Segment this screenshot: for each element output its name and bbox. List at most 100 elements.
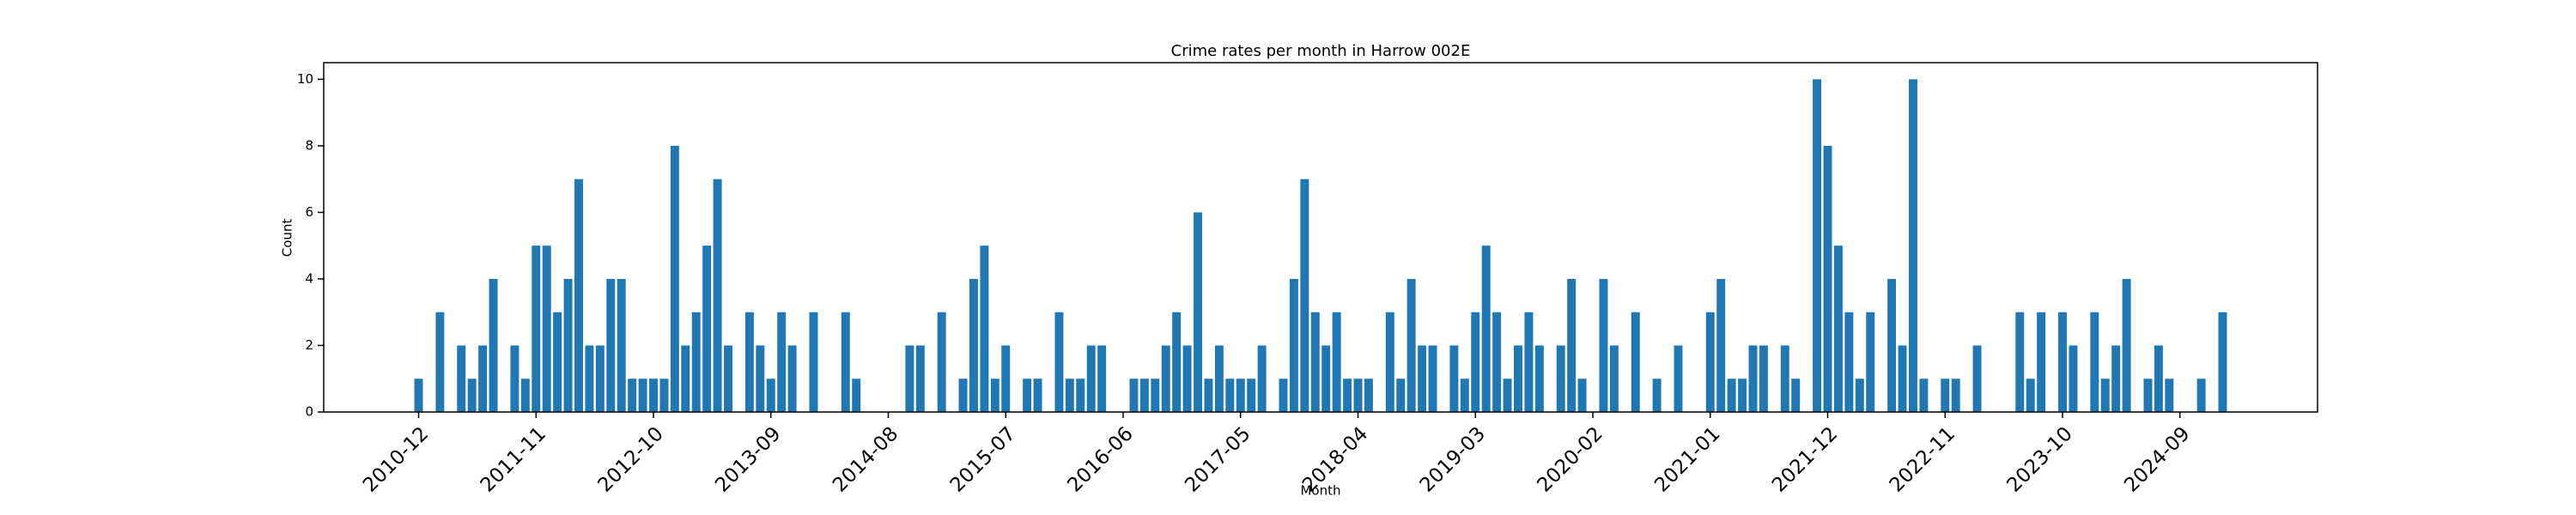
bar [2058,312,2067,412]
bar [1951,379,1960,412]
bar [1460,379,1469,412]
bar [915,345,925,412]
bar [1225,379,1235,412]
bar [1204,379,1213,412]
bar [2218,312,2227,412]
bar [414,379,423,412]
bar [777,312,787,412]
bar [1332,312,1341,412]
bar [1236,379,1245,412]
bar [1151,379,1160,412]
bar [1214,345,1224,412]
bar [1257,345,1267,412]
bar [1418,345,1427,412]
y-tick-label: 4 [305,270,313,286]
bar [1129,379,1139,412]
x-tick-label: 2015-07 [946,422,1020,496]
bar [1279,379,1288,412]
bar [2154,345,2163,412]
bar [1514,345,1522,412]
bar [2196,379,2206,412]
bar [1054,312,1064,412]
bar [1321,345,1331,412]
bar [1076,379,1085,412]
bar [2143,379,2153,412]
bar [2122,278,2131,412]
x-tick-label: 2013-09 [711,422,785,496]
bar [969,278,978,412]
bar [1428,345,1437,412]
bar [852,379,861,412]
bar [606,278,616,412]
bar [638,379,647,412]
bar [467,379,477,412]
bar [457,345,466,412]
bar [595,345,605,412]
bar [713,179,722,412]
bar [809,312,818,412]
bar [2090,312,2099,412]
bar [1813,79,1822,412]
bar [1748,345,1758,412]
bar [628,379,637,412]
bar [2026,379,2035,412]
bar [659,379,669,412]
bar [1780,345,1789,412]
bar [1161,345,1170,412]
bar [1097,345,1107,412]
bar [1866,312,1875,412]
bar [958,379,968,412]
bar [1194,212,1203,412]
bar [617,278,626,412]
bar [2069,345,2078,412]
bar [1065,379,1074,412]
bar [520,379,530,412]
x-tick-label: 2019-03 [1416,422,1490,496]
x-tick-label: 2020-02 [1534,422,1607,496]
bar [1972,345,1982,412]
x-tick-label: 2024-09 [2120,422,2194,496]
bar [542,245,551,412]
bar [681,345,690,412]
bar [1534,345,1544,412]
bar [1791,379,1801,412]
bar [478,345,488,412]
bar [2037,312,2046,412]
x-tick-label: 2021-12 [1768,422,1842,496]
bar [1919,379,1929,412]
bar [1310,312,1320,412]
y-axis-label: Count [280,219,295,258]
bar [990,379,999,412]
x-tick-label: 2010-12 [359,422,433,496]
bar [1727,379,1736,412]
x-tick-label: 2022-11 [1886,422,1959,496]
bar [2015,312,2025,412]
bar [532,245,541,412]
bar [1941,379,1950,412]
bar [1567,278,1577,412]
bar [1406,278,1416,412]
bar [1855,379,1864,412]
plot-frame [323,62,2318,413]
bar [744,312,754,412]
x-tick-label: 2023-10 [2003,422,2077,496]
x-tick-label: 2012-10 [594,422,668,496]
x-axis-label: Month [1300,483,1340,499]
bar [1844,312,1854,412]
bar [1023,379,1032,412]
x-tick-label: 2016-06 [1064,422,1138,496]
bar [1086,345,1096,412]
bar [1577,379,1587,412]
bar [1001,345,1011,412]
bar [2100,379,2110,412]
bar [1343,379,1352,412]
x-tick-label: 2011-11 [477,422,550,496]
bar [756,345,765,412]
bar [1396,379,1406,412]
bar [670,145,679,412]
bar [1471,312,1480,412]
bar [563,278,573,412]
bar [1481,245,1491,412]
bar [435,312,445,412]
